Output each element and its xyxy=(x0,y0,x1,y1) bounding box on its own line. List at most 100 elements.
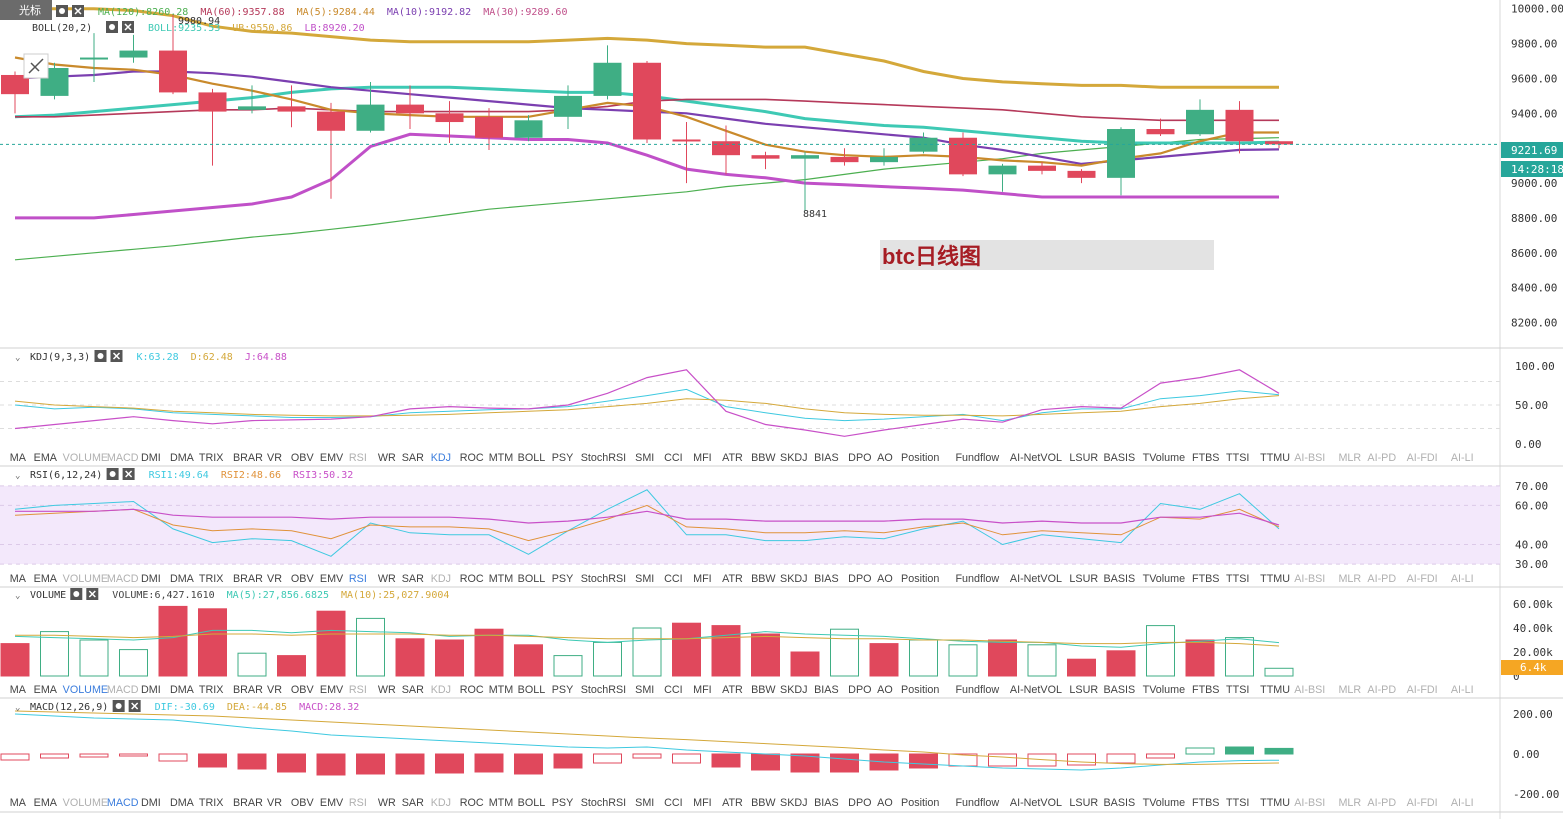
toolbar-item-ao[interactable]: AO xyxy=(877,797,893,809)
toolbar-item-mlr[interactable]: MLR xyxy=(1338,573,1361,585)
toolbar-item-mlr[interactable]: MLR xyxy=(1338,684,1361,696)
toolbar-item-ftbs[interactable]: FTBS xyxy=(1192,684,1220,696)
settings-icon[interactable] xyxy=(106,468,119,480)
settings-icon[interactable] xyxy=(112,700,125,712)
toolbar-item-ai-bsi[interactable]: AI-BSI xyxy=(1294,684,1325,696)
toolbar-item-ao[interactable]: AO xyxy=(877,452,893,464)
toolbar-item-ai-pd[interactable]: AI-PD xyxy=(1367,797,1396,809)
toolbar-item-boll[interactable]: BOLL xyxy=(518,452,546,464)
toolbar-item-stochrsi[interactable]: StochRSI xyxy=(581,684,626,696)
toolbar-item-boll[interactable]: BOLL xyxy=(518,573,546,585)
toolbar-item-skdj[interactable]: SKDJ xyxy=(780,797,808,809)
toolbar-item-brar[interactable]: BRAR xyxy=(233,573,263,585)
toolbar-item-dma[interactable]: DMA xyxy=(170,684,195,696)
toolbar-item-vr[interactable]: VR xyxy=(267,452,282,464)
toolbar-item-ttmu[interactable]: TTMU xyxy=(1260,452,1290,464)
toolbar-item-dpo[interactable]: DPO xyxy=(848,684,871,696)
toolbar-item-rsi[interactable]: RSI xyxy=(349,684,367,696)
toolbar-item-ttmu[interactable]: TTMU xyxy=(1260,797,1290,809)
close-icon[interactable] xyxy=(110,350,123,362)
main-legend-settings-icon[interactable] xyxy=(56,5,68,17)
toolbar-item-dma[interactable]: DMA xyxy=(170,797,195,809)
toolbar-item-mfi[interactable]: MFI xyxy=(693,573,712,585)
toolbar-item-stochrsi[interactable]: StochRSI xyxy=(581,797,626,809)
toolbar-item-ao[interactable]: AO xyxy=(877,573,893,585)
rsi-axis[interactable]: 70.00 60.00 40.00 30.00 xyxy=(1515,480,1548,571)
close-icon[interactable] xyxy=(86,588,99,600)
toolbar-item-ftbs[interactable]: FTBS xyxy=(1192,452,1220,464)
collapse-chevron-icon[interactable]: ⌄ xyxy=(15,471,20,481)
toolbar-item-macd[interactable]: MACD xyxy=(107,573,139,585)
collapse-chevron-icon[interactable]: ⌄ xyxy=(15,353,20,363)
toolbar-item-ma[interactable]: MA xyxy=(10,452,27,464)
toolbar-item-ai-bsi[interactable]: AI-BSI xyxy=(1294,573,1325,585)
toolbar-item-dpo[interactable]: DPO xyxy=(848,797,871,809)
toolbar-item-ttmu[interactable]: TTMU xyxy=(1260,573,1290,585)
toolbar-item-atr[interactable]: ATR xyxy=(722,573,743,585)
toolbar-item-bias[interactable]: BIAS xyxy=(814,684,839,696)
toolbar-item-mtm[interactable]: MTM xyxy=(489,797,514,809)
toolbar-item-bbw[interactable]: BBW xyxy=(751,684,776,696)
toolbar-item-dmi[interactable]: DMI xyxy=(141,684,161,696)
toolbar-item-atr[interactable]: ATR xyxy=(722,452,743,464)
toolbar-item-wr[interactable]: WR xyxy=(378,797,396,809)
toolbar-item-ai-bsi[interactable]: AI-BSI xyxy=(1294,452,1325,464)
toolbar-item-vr[interactable]: VR xyxy=(267,573,282,585)
toolbar-item-rsi[interactable]: RSI xyxy=(349,452,367,464)
toolbar-item-ftbs[interactable]: FTBS xyxy=(1192,573,1220,585)
toolbar-item-roc[interactable]: ROC xyxy=(460,452,484,464)
toolbar-item-kdj[interactable]: KDJ xyxy=(431,797,451,809)
toolbar-item-ema[interactable]: EMA xyxy=(34,684,58,696)
toolbar-item-ema[interactable]: EMA xyxy=(34,797,58,809)
toolbar-item-position[interactable]: Position xyxy=(901,573,939,585)
toolbar-item-lsur[interactable]: LSUR xyxy=(1069,573,1098,585)
toolbar-item-roc[interactable]: ROC xyxy=(460,573,484,585)
toolbar-item-wr[interactable]: WR xyxy=(378,573,396,585)
toolbar-item-ai-netvol[interactable]: AI-NetVOL xyxy=(1010,797,1062,809)
toolbar-item-sar[interactable]: SAR xyxy=(402,684,424,696)
toolbar-item-psy[interactable]: PSY xyxy=(552,797,574,809)
toolbar-item-ftbs[interactable]: FTBS xyxy=(1192,797,1220,809)
toolbar-item-tvolume[interactable]: TVolume xyxy=(1143,797,1185,809)
toolbar-item-macd[interactable]: MACD xyxy=(107,452,139,464)
toolbar-item-emv[interactable]: EMV xyxy=(320,684,344,696)
toolbar-item-trix[interactable]: TRIX xyxy=(199,452,224,464)
toolbar-item-ai-pd[interactable]: AI-PD xyxy=(1367,684,1396,696)
toolbar-item-brar[interactable]: BRAR xyxy=(233,797,263,809)
toolbar-item-fundflow[interactable]: Fundflow xyxy=(955,684,999,696)
toolbar-item-mtm[interactable]: MTM xyxy=(489,573,514,585)
toolbar-item-sar[interactable]: SAR xyxy=(402,797,424,809)
toolbar-item-tvolume[interactable]: TVolume xyxy=(1143,452,1185,464)
toolbar-item-macd[interactable]: MACD xyxy=(107,797,139,809)
toolbar-item-cci[interactable]: CCI xyxy=(664,684,683,696)
toolbar-item-psy[interactable]: PSY xyxy=(552,684,574,696)
close-icon[interactable] xyxy=(128,700,141,712)
toolbar-item-kdj[interactable]: KDJ xyxy=(431,452,451,464)
toolbar-item-smi[interactable]: SMI xyxy=(635,684,654,696)
toolbar-item-trix[interactable]: TRIX xyxy=(199,797,224,809)
toolbar-item-tvolume[interactable]: TVolume xyxy=(1143,684,1185,696)
drawing-tool-icon[interactable] xyxy=(23,53,49,79)
toolbar-item-lsur[interactable]: LSUR xyxy=(1069,452,1098,464)
toolbar-item-mtm[interactable]: MTM xyxy=(489,452,514,464)
toolbar-item-fundflow[interactable]: Fundflow xyxy=(955,573,999,585)
toolbar-item-mlr[interactable]: MLR xyxy=(1338,452,1361,464)
toolbar-item-mlr[interactable]: MLR xyxy=(1338,797,1361,809)
toolbar-item-bbw[interactable]: BBW xyxy=(751,452,776,464)
toolbar-item-obv[interactable]: OBV xyxy=(291,684,314,696)
close-icon[interactable] xyxy=(122,468,135,480)
toolbar-item-ttmu[interactable]: TTMU xyxy=(1260,684,1290,696)
toolbar-item-wr[interactable]: WR xyxy=(378,452,396,464)
toolbar-item-ma[interactable]: MA xyxy=(10,573,27,585)
toolbar-item-stochrsi[interactable]: StochRSI xyxy=(581,573,626,585)
collapse-chevron-icon[interactable]: ⌄ xyxy=(15,703,20,713)
toolbar-item-ai-netvol[interactable]: AI-NetVOL xyxy=(1010,452,1062,464)
boll-close-icon[interactable] xyxy=(122,21,134,33)
toolbar-item-ttsi[interactable]: TTSI xyxy=(1226,684,1249,696)
toolbar-item-dmi[interactable]: DMI xyxy=(141,797,161,809)
